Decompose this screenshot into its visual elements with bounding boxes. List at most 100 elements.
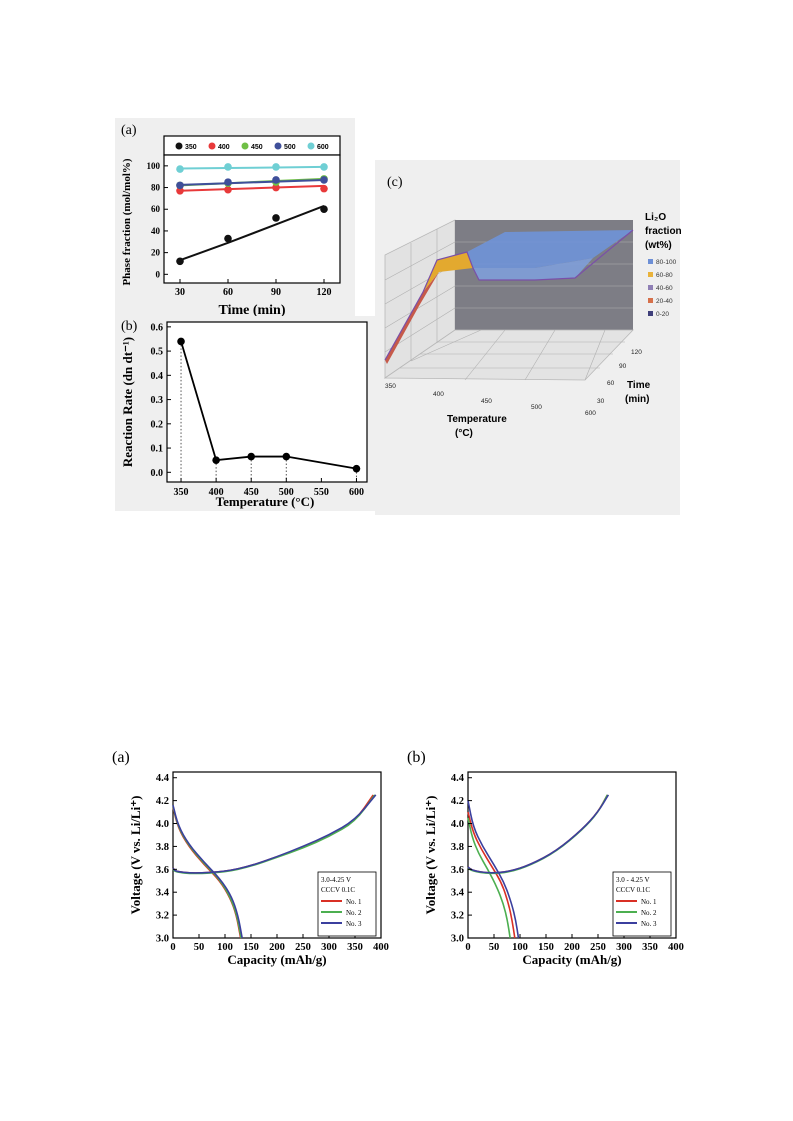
- discharge-curve-No. 3: [467, 800, 520, 939]
- x-tick-label: 250: [590, 942, 606, 953]
- panel-c-surface-edge: [384, 229, 634, 361]
- panel-c-legend-title: Li₂O: [645, 212, 666, 223]
- y-tick-label: 0.6: [151, 322, 164, 333]
- y-tick-label: 40: [151, 226, 161, 236]
- x-tick-label: 150: [243, 942, 259, 953]
- fit-line-350: [179, 205, 325, 262]
- x-tick-label: 600: [349, 487, 364, 498]
- discharge-curve-No. 3: [172, 805, 243, 939]
- panel-2a-label: (a): [112, 749, 130, 766]
- x-tick-label: 550: [314, 487, 329, 498]
- legend-box: [317, 871, 377, 937]
- y-tick-label: 3.0: [156, 934, 169, 945]
- x-tick-label: 100: [512, 942, 528, 953]
- panel-c-floor: [383, 329, 634, 381]
- y-tick-label: 0.2: [151, 419, 164, 430]
- legend-label: No. 3: [641, 920, 657, 928]
- data-point-500: [272, 176, 280, 184]
- data-point-600: [176, 165, 184, 173]
- panel-c-legend: 80-100 60-80 40-60 20-40 0-20: [648, 259, 677, 318]
- x-tick-label: 350: [642, 942, 658, 953]
- x-tick-label: 350: [347, 942, 363, 953]
- legend-swatch: [648, 311, 653, 316]
- legend-label: No. 2: [346, 909, 362, 917]
- panel-c-surface-low: [385, 272, 439, 364]
- y-tick-label: 0: [156, 269, 161, 279]
- data-point-350: [320, 205, 328, 214]
- legend-label: 500: [284, 144, 296, 151]
- x-tick-label: 400: [373, 942, 389, 953]
- x-tick-label: 30: [175, 287, 185, 298]
- panel-2b-plot: 0 50 100 150 200 250 300 350 400 3.0 3.2 3.4 3.6 3.8 4…: [451, 773, 684, 953]
- panel-2b-y-axis-title: Voltage (V vs. Li/Li⁺): [423, 796, 438, 915]
- y-tick-label: 100: [147, 161, 161, 171]
- data-point-400: [272, 183, 280, 192]
- panel-c-x-axis-unit: (°C): [455, 428, 473, 439]
- data-point-600: [224, 163, 232, 171]
- figure1-panel-c: (c) 350 400 450 500 600 30 60 90: [375, 160, 682, 515]
- x-tick-label: 150: [538, 942, 554, 953]
- figure2-panel-b: (b) 0 50 100 150 200 250 300 350 400 3.0 3.2 3.4 3.6…: [407, 749, 684, 967]
- legend-label: 40-60: [656, 285, 673, 292]
- y-tick-label: 3.8: [156, 842, 169, 853]
- x-tick-label: 200: [564, 942, 580, 953]
- y-tick-label: 4.4: [156, 773, 170, 784]
- x-tick-label: 90: [271, 287, 281, 298]
- discharge-curve-No. 2: [467, 817, 511, 939]
- legend-label: No. 1: [346, 898, 362, 906]
- y-tick-label: 0.5: [151, 347, 164, 358]
- data-point: [352, 464, 361, 473]
- legend-label: 350: [185, 144, 197, 151]
- x-tick-label: 400: [668, 942, 684, 953]
- y-tick-label: 4.2: [451, 796, 464, 807]
- legend-condition-label: CCCV 0.1C: [616, 886, 650, 894]
- charge-curve-No. 3: [467, 794, 610, 874]
- panel-c-y-tick: 120: [631, 349, 642, 356]
- data-point-600: [320, 163, 328, 171]
- data-point-400: [320, 184, 328, 193]
- y-tick-label: 4.2: [156, 796, 169, 807]
- panel-a-x-axis-title: Time (min): [218, 303, 285, 318]
- x-tick-label: 0: [465, 942, 470, 953]
- legend-marker: [175, 142, 183, 150]
- y-tick-label: 3.0: [451, 934, 464, 945]
- panel-c-surface-main: [467, 230, 633, 268]
- panel-2a-plot-frame: [172, 771, 382, 939]
- data-point-600: [272, 163, 280, 171]
- legend-condition-label: 3.0 - 4.25 V: [616, 876, 650, 884]
- panel-c-x-axis-title: Temperature: [447, 414, 507, 425]
- panel-c-surface-mid: [423, 252, 473, 292]
- panel-c-x-ticks: 350 400 450 500 600: [385, 383, 596, 417]
- legend-label: 60-80: [656, 272, 673, 279]
- x-tick-label: 300: [321, 942, 337, 953]
- panel-c-legend-title: fraction: [645, 226, 682, 237]
- data-point-500: [176, 181, 184, 190]
- panel-2b-label: (b): [407, 749, 426, 766]
- data-point-500: [224, 178, 232, 186]
- legend-label: No. 3: [346, 920, 362, 928]
- x-tick-label: 300: [616, 942, 632, 953]
- data-point: [282, 452, 291, 461]
- panel-c-surface-front: [473, 258, 593, 280]
- legend-label: 450: [251, 144, 263, 151]
- panel-2a-y-axis-title: Voltage (V vs. Li/Li⁺): [128, 796, 143, 915]
- legend-label: 0-20: [656, 311, 669, 318]
- panel-b-label: (b): [121, 319, 138, 334]
- legend-label: 400: [218, 144, 230, 151]
- x-tick-label: 500: [279, 487, 294, 498]
- legend-label: 600: [317, 144, 329, 151]
- data-point: [212, 456, 220, 464]
- fit-line-500: [179, 178, 325, 186]
- legend-marker: [241, 142, 249, 150]
- legend-marker: [208, 142, 216, 150]
- legend-label: No. 1: [641, 898, 657, 906]
- panel-b-plot-frame: [166, 321, 368, 483]
- legend-condition-label: 3.0-4.25 V: [321, 876, 351, 884]
- y-tick-label: 3.6: [156, 865, 169, 876]
- figure1-panel-b: (b) 350 400 450 500 550 600 0.0 0.1 0.2 0.3 0.4 0.5…: [115, 316, 380, 511]
- panel-c-y-axis-title: Time: [627, 380, 651, 391]
- x-tick-label: 100: [217, 942, 233, 953]
- y-tick-label: 80: [151, 183, 161, 193]
- data-point-350: [272, 214, 280, 222]
- panel-a-y-axis-title: Phase fraction (mol/mol%): [121, 158, 133, 285]
